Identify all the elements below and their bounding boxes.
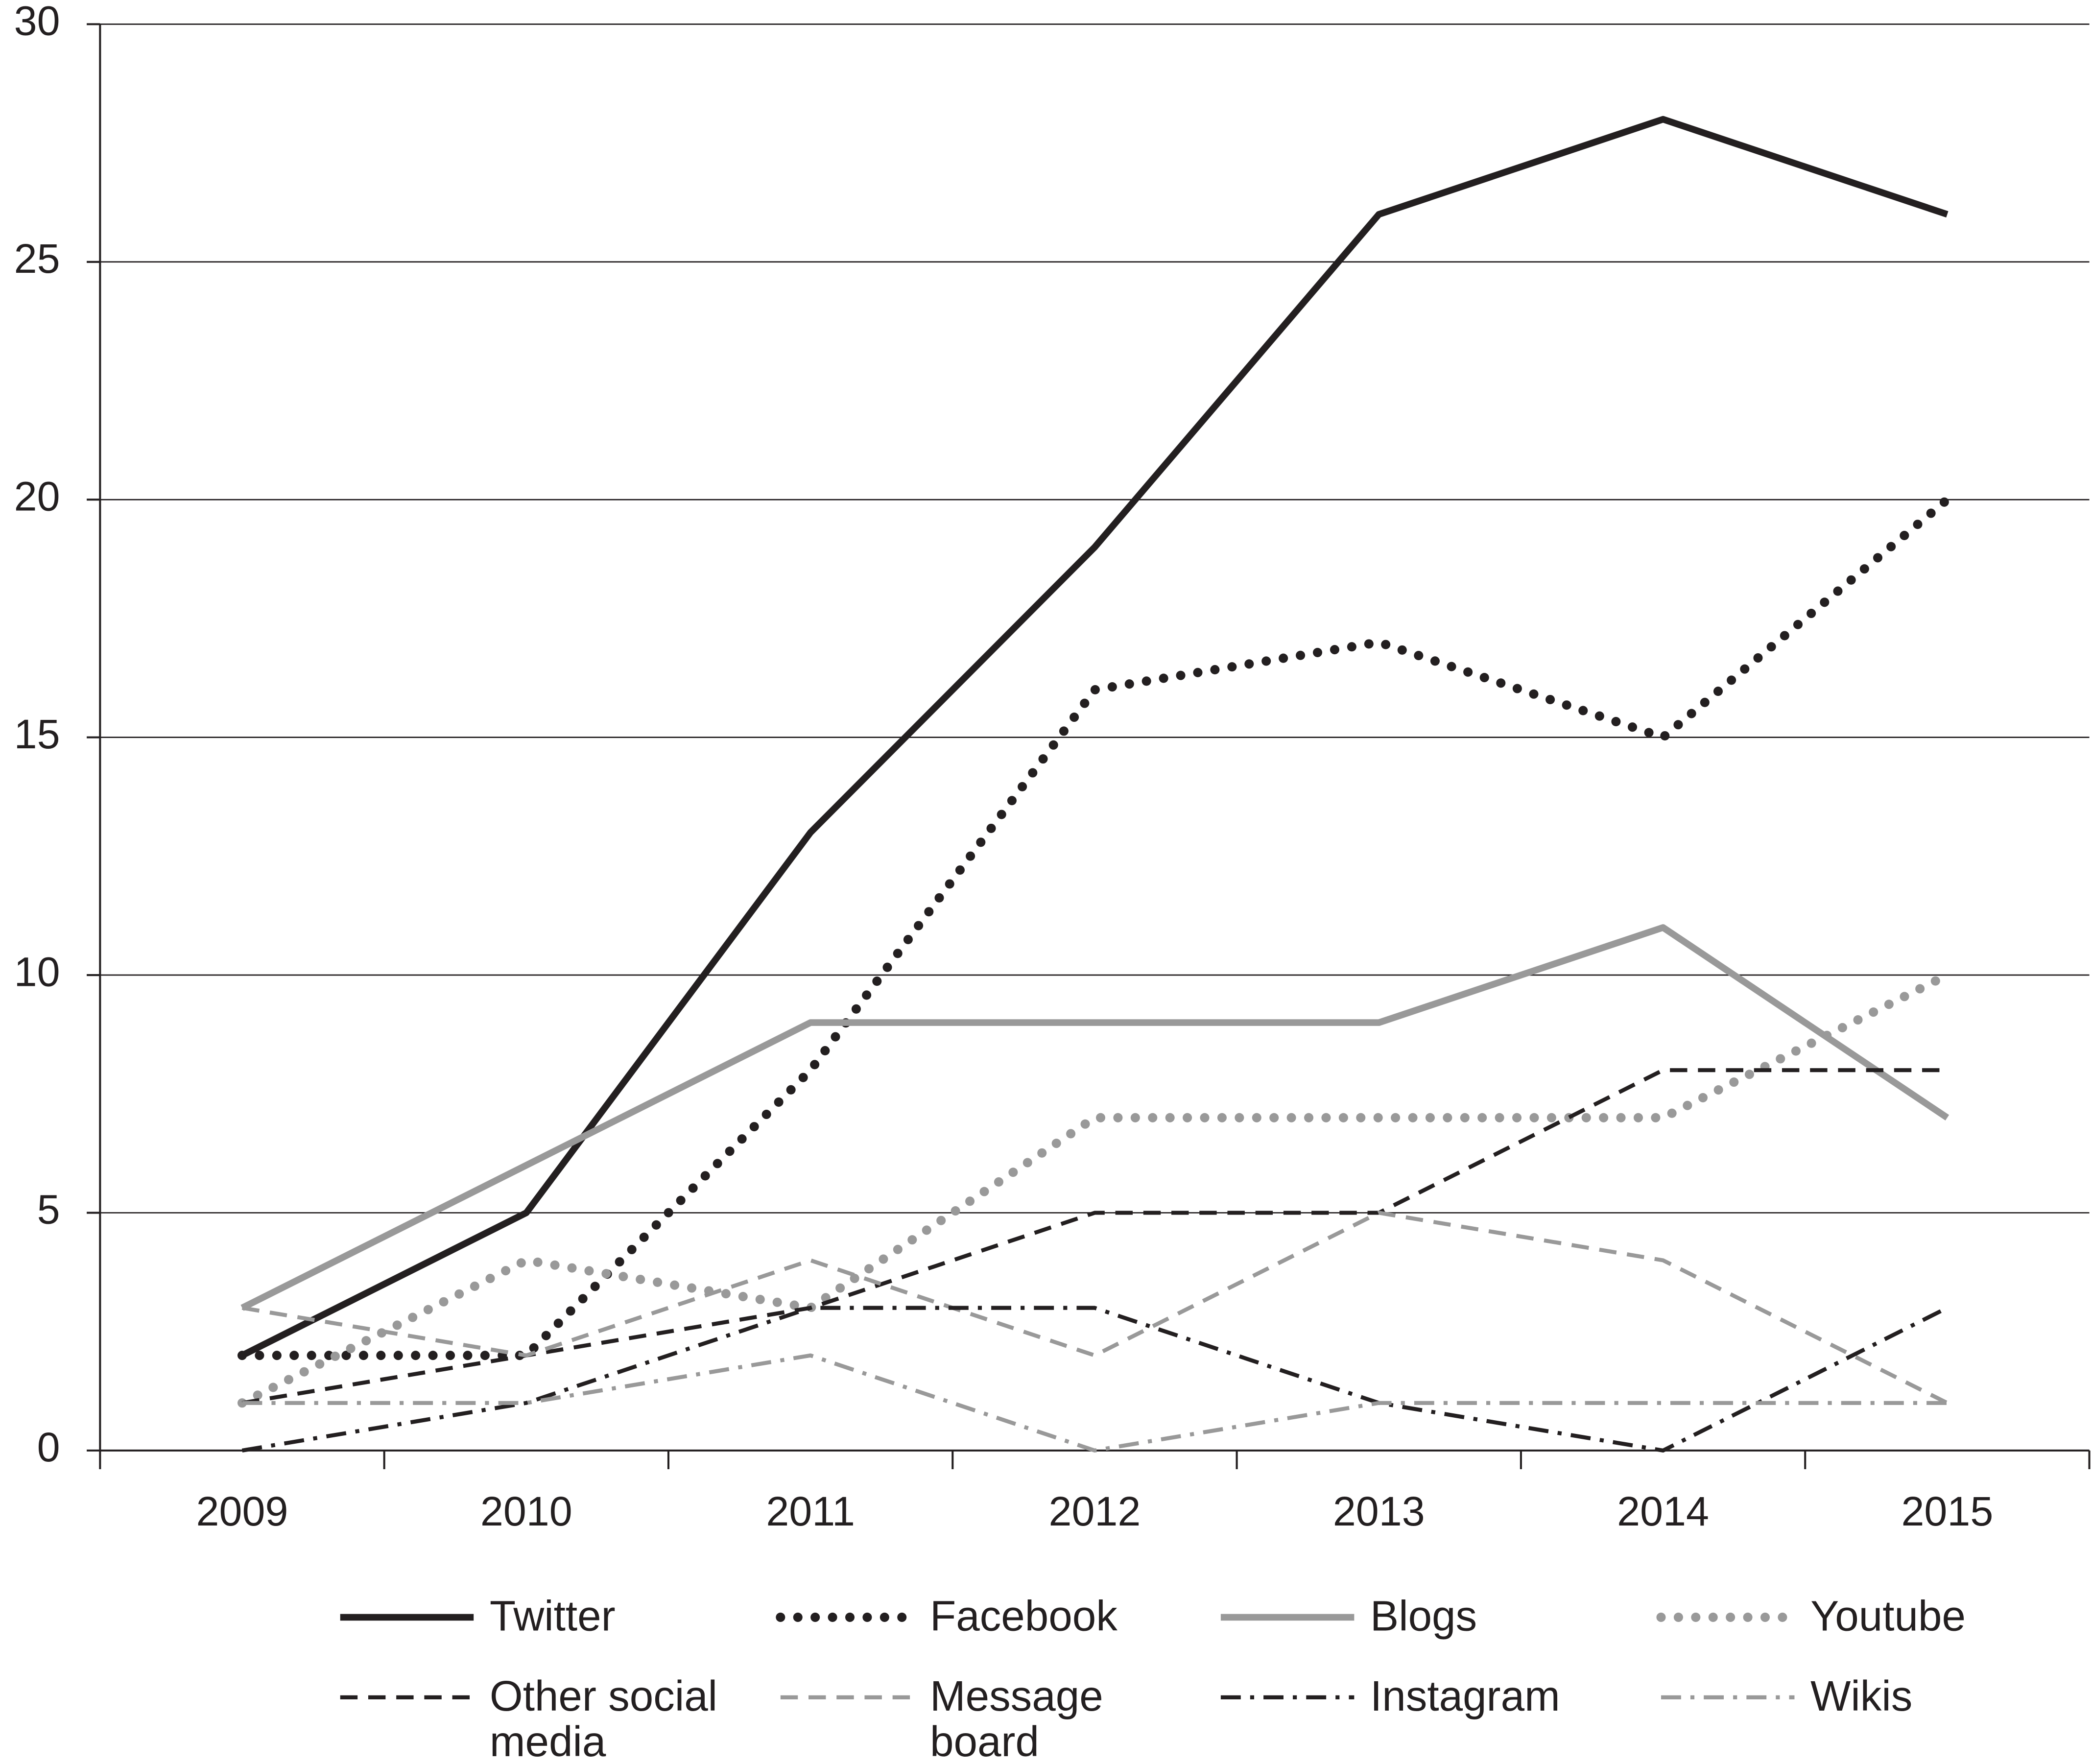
series-line <box>240 924 1949 1311</box>
series-line <box>237 495 1952 1360</box>
legend-label-box: Facebook <box>929 1593 1117 1640</box>
legend-label-box: Wikis <box>1810 1673 1913 1720</box>
y-tick-label: 25 <box>14 236 60 282</box>
x-tick-label: 2015 <box>1901 1488 1993 1534</box>
x-tick-label: 2012 <box>1049 1488 1141 1534</box>
legend-label-box: Blogs <box>1370 1593 1477 1640</box>
legend-label: Blogs <box>1370 1593 1477 1640</box>
legend-label-box: Youtube <box>1810 1593 1966 1640</box>
y-tick-label: 10 <box>14 949 60 995</box>
series-line <box>237 970 1952 1408</box>
series-line <box>241 1068 1948 1405</box>
x-tick-label: 2013 <box>1333 1488 1425 1534</box>
series-line <box>241 1211 1949 1405</box>
x-tick-label: 2009 <box>196 1488 288 1534</box>
x-tick-label: 2010 <box>480 1488 572 1534</box>
legend-label: Wikis <box>1810 1673 1913 1720</box>
series-line <box>242 1353 1948 1453</box>
legend-label-box: Message board <box>929 1673 1103 1764</box>
legend-label: Message board <box>929 1673 1103 1764</box>
x-tick-label: 2014 <box>1617 1488 1709 1534</box>
series-line <box>240 116 1949 1359</box>
legend-label: Other social media <box>489 1673 718 1764</box>
y-tick-label: 0 <box>37 1424 60 1470</box>
legend-label-box: Instagram <box>1370 1673 1560 1720</box>
legend-label: Instagram <box>1370 1673 1560 1720</box>
legend-label: Facebook <box>929 1593 1117 1640</box>
y-tick-label: 15 <box>14 711 60 757</box>
legend-label-box: Twitter <box>489 1593 616 1640</box>
legend-label: Twitter <box>489 1593 616 1640</box>
y-tick-label: 30 <box>14 0 60 44</box>
legend-label: Youtube <box>1810 1593 1966 1640</box>
series-line <box>241 1306 1949 1453</box>
y-tick-label: 20 <box>14 474 60 520</box>
x-tick-label: 2011 <box>766 1488 855 1534</box>
y-tick-label: 5 <box>37 1187 60 1233</box>
legend-label-box: Other social media <box>489 1673 718 1764</box>
